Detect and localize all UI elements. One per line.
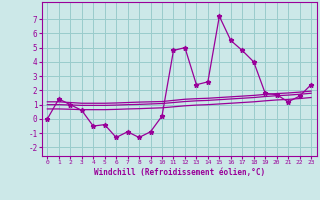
X-axis label: Windchill (Refroidissement éolien,°C): Windchill (Refroidissement éolien,°C) [94, 168, 265, 177]
